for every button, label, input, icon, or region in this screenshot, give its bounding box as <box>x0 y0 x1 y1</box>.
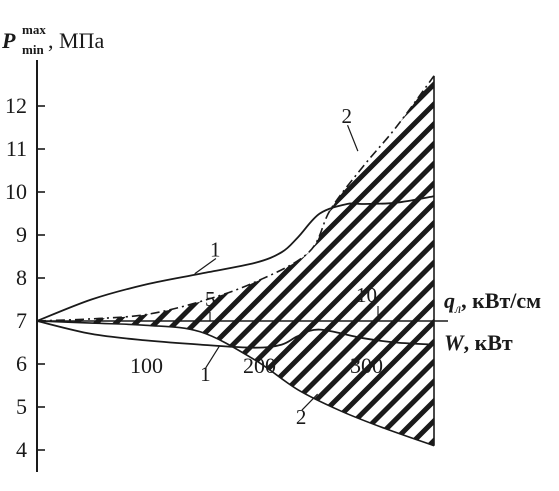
w-tick-label-100: 100 <box>130 353 163 378</box>
q-axis-label-unit: , кВт/см <box>461 288 541 313</box>
curve-1-upper-line <box>36 195 435 322</box>
q-axis-label-symbol: q <box>444 288 455 313</box>
y-axis-title-superscript: max <box>22 22 46 37</box>
annotation-label-2: 2 <box>296 405 307 429</box>
w-axis-ticks: 100 200 300 <box>130 353 383 378</box>
y-tick-label: 12 <box>5 93 27 118</box>
svg-text:P: P <box>1 28 16 53</box>
q-tick-label-5: 5 <box>205 287 216 311</box>
w-axis-label: W, кВт <box>444 330 513 355</box>
y-axis-title-subscript: min <box>22 42 44 57</box>
y-axis-title: P max min , МПа <box>1 22 104 57</box>
y-tick-label: 11 <box>6 136 27 161</box>
annotation-leader-1 <box>194 258 217 275</box>
q-tick-label-10: 10 <box>356 283 377 307</box>
w-axis-label-symbol: W <box>444 330 465 355</box>
w-tick-label-300: 300 <box>350 353 383 378</box>
y-tick-label: 9 <box>16 222 27 247</box>
y-ticks-group: 4 5 6 7 8 9 10 11 12 <box>5 93 45 462</box>
annotation-label-2: 2 <box>342 104 353 128</box>
annotation-leader-1 <box>205 345 221 368</box>
q-axis-label: qл, кВт/см <box>444 288 541 317</box>
y-tick-label: 8 <box>16 265 27 290</box>
curve-2-lower-line <box>36 320 435 447</box>
y-tick-label: 10 <box>5 179 27 204</box>
y-axis-title-symbol: P <box>1 28 16 53</box>
svg-text:qл, кВт/см: qл, кВт/см <box>444 288 541 317</box>
hatched-region <box>37 75 434 446</box>
w-tick-label-200: 200 <box>243 353 276 378</box>
annotation-leader-2 <box>301 393 319 411</box>
curve-2-upper-line <box>36 75 435 322</box>
annotation-label-1: 1 <box>200 362 211 386</box>
y-axis-title-unit: , МПа <box>48 28 104 53</box>
w-axis-label-unit: , кВт <box>464 330 513 355</box>
y-tick-label: 6 <box>16 351 27 376</box>
y-tick-label: 7 <box>16 308 27 333</box>
y-tick-label: 4 <box>16 437 27 462</box>
curve-annotations: 1 1 2 2 <box>194 104 359 429</box>
y-tick-label: 5 <box>16 394 27 419</box>
annotation-leader-2 <box>346 124 359 152</box>
q-axis-ticks: 5 10 <box>205 283 377 311</box>
curve-1-lower-line <box>36 320 435 349</box>
series-group <box>36 75 435 447</box>
q-axis-label-sub: л <box>454 302 461 317</box>
annotation-label-1: 1 <box>210 238 221 262</box>
svg-text:W, кВт: W, кВт <box>444 330 513 355</box>
